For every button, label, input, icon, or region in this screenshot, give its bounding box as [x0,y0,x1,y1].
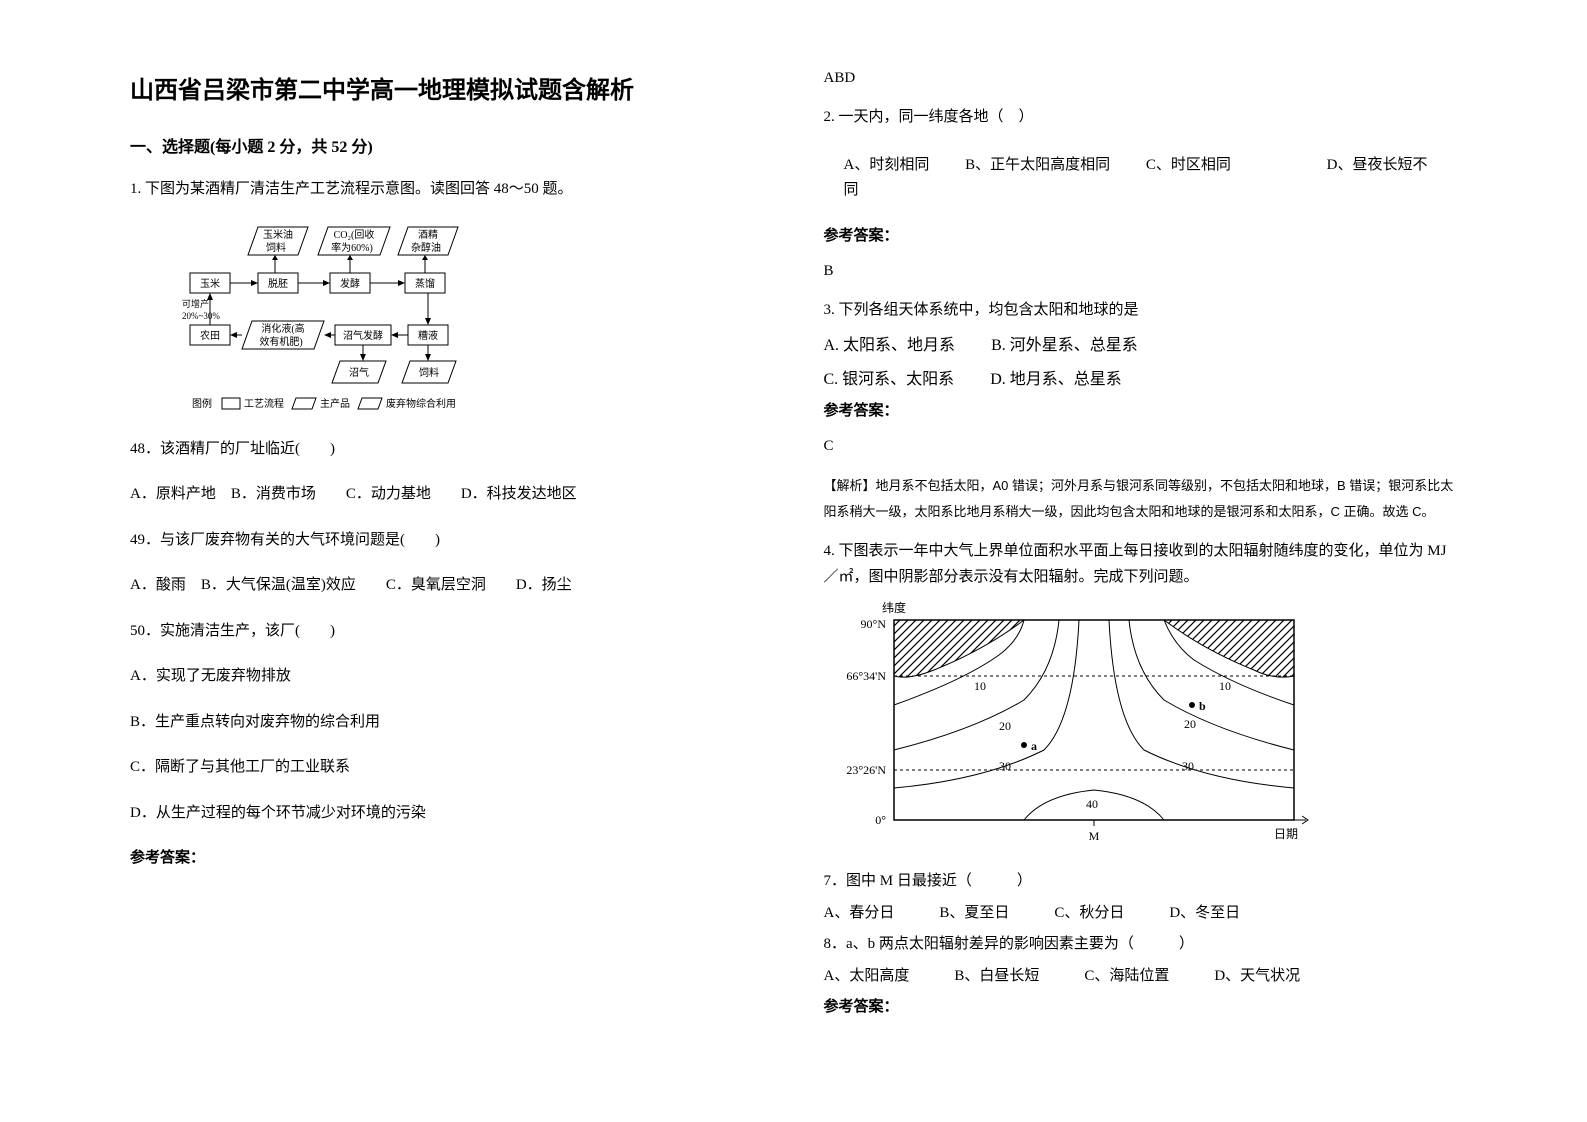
x-marker-m: M [1088,829,1099,843]
flow-node-alcohol: 酒精 杂醇油 [398,227,458,255]
svg-text:糟液: 糟液 [418,329,438,342]
svg-text:饲料: 饲料 [419,366,439,379]
q3-explanation: 【解析】地月系不包括太阳，A0 错误；河外月系与银河系同等级别，不包括太阳和地球… [824,473,1458,525]
right-column: ABD 2. 一天内，同一纬度各地（ ） A、时刻相同 B、正午太阳高度相同 C… [794,70,1488,1082]
ytick-6634: 66°34'N [846,669,886,683]
page-title: 山西省吕梁市第二中学高一地理模拟试题含解析 [130,70,764,105]
contour-label-30l: 30 [999,759,1011,773]
q2-opt-d: D、昼夜长短不同 [844,157,1428,199]
q3-options-row2: C. 银河系、太阳系 D. 地月系、总星系 [824,365,1458,389]
contour-label-10l: 10 [974,679,986,693]
q50-opt-d: D．从生产过程的每个环节减少对环境的污染 [130,801,764,827]
q3-options-row1: A. 太阳系、地月系 B. 河外星系、总星系 [824,331,1458,355]
q3-opt-b: B. 河外星系、总星系 [991,331,1138,355]
svg-text:杂醇油: 杂醇油 [411,241,441,254]
svg-text:工艺流程: 工艺流程 [244,397,284,410]
svg-text:蒸馏: 蒸馏 [415,277,435,290]
flowchart-figure: 玉米油 饲料 CO₂(回收 率为60%) 酒精 杂醇油 玉米 脱胚 [180,225,540,415]
q3-answer-label: 参考答案： [824,399,1458,420]
q50-stem: 50．实施清洁生产，该厂( ) [130,619,764,645]
svg-text:脱胚: 脱胚 [268,277,288,290]
point-a-label: a [1031,739,1037,753]
q3-opt-a: A. 太阳系、地月系 [824,331,956,355]
q7-options: A、春分日 B、夏至日 C、秋分日 D、冬至日 [824,901,1458,927]
svg-text:酒精: 酒精 [418,228,438,241]
q50-opt-a: A．实现了无废弃物排放 [130,664,764,690]
q3-answer: C [824,438,1458,455]
contour-label-40: 40 [1086,797,1098,811]
q48-stem: 48．该酒精厂的厂址临近( ) [130,437,764,463]
svg-text:效有机肥): 效有机肥) [259,335,302,348]
flow-node-corn-oil: 玉米油 饲料 [248,227,308,255]
q7-stem: 7．图中 M 日最接近（ ） [824,869,1458,895]
q2-answer: B [824,263,1458,280]
flow-node-biogas: 沼气 [332,361,386,383]
shadow-region-right [1164,620,1294,677]
svg-text:沼气: 沼气 [349,366,369,379]
q1-stem: 1. 下图为某酒精厂清洁生产工艺流程示意图。读图回答 48～50 题。 [130,177,764,203]
point-b-label: b [1199,699,1206,713]
svg-text:率为60%): 率为60%) [331,241,373,254]
q3-opt-c: C. 银河系、太阳系 [824,365,955,389]
q2-opt-c: C、时区相同 [1146,157,1231,173]
contour-label-20l: 20 [999,719,1011,733]
shadow-region-left [894,620,1024,677]
q2-answer-label: 参考答案： [824,224,1458,245]
flow-node-feed: 饲料 [402,361,456,383]
q4-answer-label: 参考答案： [824,995,1458,1016]
svg-text:20%~30%: 20%~30% [182,311,220,321]
flow-yield-label: 可增产 [182,298,209,309]
q48-options: A．原料产地 B．消费市场 C．动力基地 D．科技发达地区 [130,482,764,508]
ytick-2326: 23°26'N [846,763,886,777]
svg-text:消化液(高: 消化液(高 [261,322,304,335]
q49-options: A．酸雨 B．大气保温(温室)效应 C．臭氧层空洞 D．扬尘 [130,573,764,599]
contour-label-20r: 20 [1184,717,1196,731]
svg-text:主产品: 主产品 [320,397,350,410]
contour-label-10r: 10 [1219,679,1231,693]
q2-options: A、时刻相同 B、正午太阳高度相同 C、时区相同 D、昼夜长短不同 [824,153,1458,204]
left-column: 山西省吕梁市第二中学高一地理模拟试题含解析 一、选择题(每小题 2 分，共 52… [100,70,794,1082]
svg-text:玉米油: 玉米油 [263,228,293,241]
x-axis-label: 日期 [1274,827,1298,841]
solar-chart-figure: 纬度 90°N 66°34'N 23°26'N 0° 10 [824,600,1458,855]
q1-answer: ABD [824,70,1458,87]
flow-node-co2: CO₂(回收 率为60%) [318,227,390,255]
svg-text:废弃物综合利用: 废弃物综合利用 [386,397,456,410]
q50-opt-c: C．隔断了与其他工厂的工业联系 [130,755,764,781]
svg-text:CO₂(回收: CO₂(回收 [334,228,375,241]
q49-stem: 49．与该厂废弃物有关的大气环境问题是( ) [130,528,764,554]
q3-stem: 3. 下列各组天体系统中，均包含太阳和地球的是 [824,298,1458,324]
svg-text:沼气发酵: 沼气发酵 [343,329,383,342]
q8-stem: 8．a、b 两点太阳辐射差异的影响因素主要为（ ） [824,932,1458,958]
svg-text:农田: 农田 [200,329,220,342]
point-a [1021,742,1027,748]
q2-opt-b: B、正午太阳高度相同 [965,157,1110,173]
flowchart-legend: 图例 [192,397,212,410]
section-header: 一、选择题(每小题 2 分，共 52 分) [130,133,764,157]
chart-y-label: 纬度 [881,600,905,615]
q1-answer-label: 参考答案： [130,846,764,867]
q50-opt-b: B．生产重点转向对废弃物的综合利用 [130,710,764,736]
svg-text:发酵: 发酵 [340,277,360,290]
point-b [1189,702,1195,708]
svg-text:饲料: 饲料 [266,241,286,254]
svg-text:玉米: 玉米 [200,277,220,290]
q2-stem: 2. 一天内，同一纬度各地（ ） [824,105,1458,131]
q8-options: A、太阳高度 B、白昼长短 C、海陆位置 D、天气状况 [824,964,1458,990]
contour-label-30r: 30 [1182,759,1194,773]
ytick-0: 0° [875,813,886,827]
q2-opt-a: A、时刻相同 [844,157,930,173]
ytick-90n: 90°N [860,617,886,631]
flow-node-digest: 消化液(高 效有机肥) [242,321,324,349]
q3-opt-d: D. 地月系、总星系 [990,365,1122,389]
q4-stem: 4. 下图表示一年中大气上界单位面积水平面上每日接收到的太阳辐射随纬度的变化，单… [824,539,1458,590]
